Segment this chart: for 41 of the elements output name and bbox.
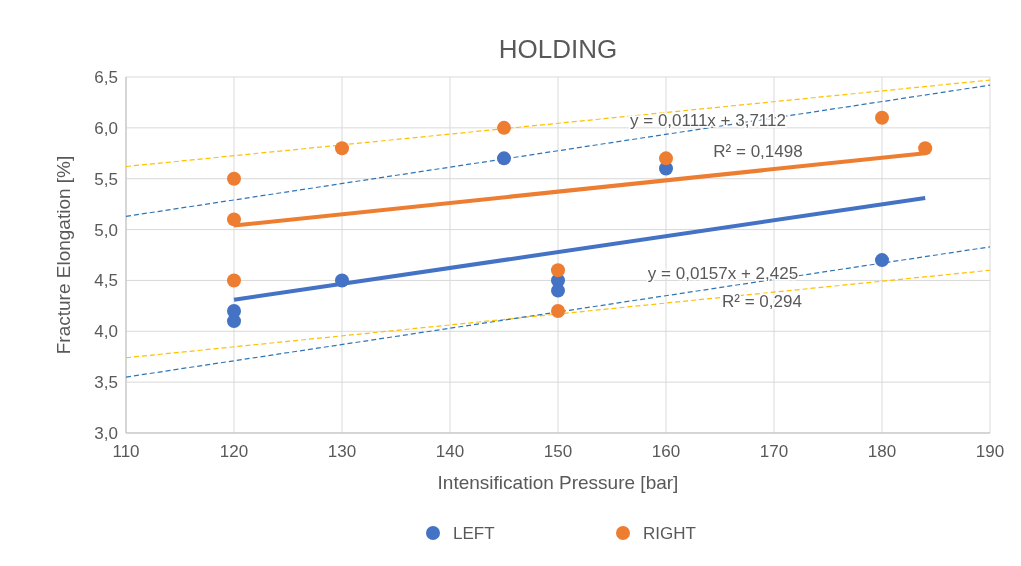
point — [227, 273, 241, 288]
point — [551, 283, 565, 298]
x-tick-label: 170 — [759, 442, 789, 461]
annotation: R² = 0,1498 — [713, 141, 803, 161]
legend-label: LEFT — [453, 523, 495, 543]
point — [875, 110, 889, 125]
x-tick-label: 180 — [867, 442, 897, 461]
y-tick-label: 6,0 — [94, 118, 118, 138]
point — [227, 212, 241, 227]
point — [497, 120, 511, 135]
legend-label: RIGHT — [643, 523, 696, 543]
point — [875, 253, 889, 268]
chart-title: HOLDING — [498, 34, 618, 64]
point — [335, 141, 349, 156]
x-tick-label: 140 — [435, 442, 465, 461]
x-tick-label: 120 — [219, 442, 249, 461]
y-tick-label: 5,0 — [94, 220, 118, 240]
x-tick-label: 190 — [975, 442, 1005, 461]
point — [659, 151, 673, 166]
y-tick-label: 6,5 — [94, 67, 118, 87]
y-tick-label: 4,0 — [94, 322, 118, 342]
y-tick-label: 3,5 — [94, 373, 118, 393]
x-tick-label: 160 — [651, 442, 681, 461]
point — [551, 303, 565, 318]
annotation: R² = 0,294 — [722, 291, 802, 311]
point — [227, 171, 241, 186]
point — [918, 141, 933, 156]
point — [497, 151, 511, 166]
y-tick-label: 3,0 — [94, 423, 118, 443]
y-tick-label: 4,5 — [94, 271, 118, 291]
point — [227, 314, 241, 329]
annotation: y = 0,0111x + 3,7112 — [630, 110, 786, 130]
point — [335, 273, 349, 288]
y-axis-title: Fracture Elongation [%] — [53, 155, 74, 355]
x-tick-label: 150 — [543, 442, 573, 461]
annotation: y = 0,0157x + 2,425 — [647, 263, 799, 283]
y-tick-label: 5,5 — [94, 169, 118, 189]
x-axis-title: Intensification Pressure [bar] — [437, 472, 679, 493]
point — [551, 263, 565, 278]
x-tick-label: 130 — [327, 442, 357, 461]
x-tick-label: 110 — [112, 442, 140, 461]
